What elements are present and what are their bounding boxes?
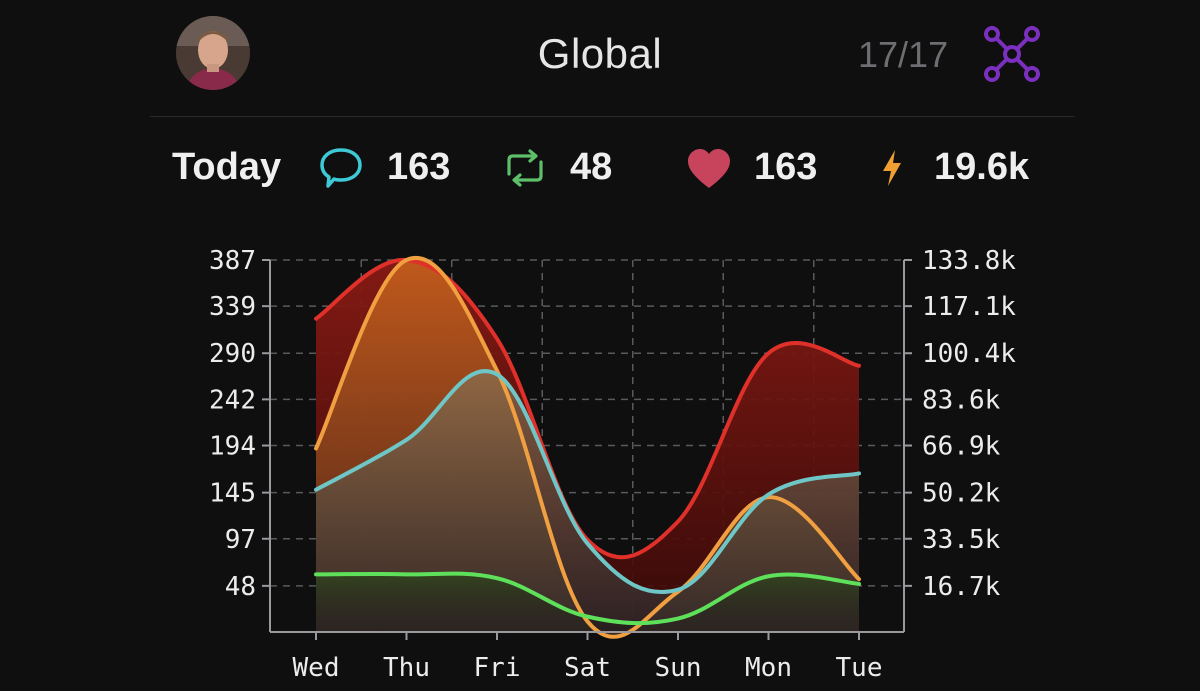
right-tick-label: 133.8k — [922, 246, 1016, 276]
header-divider — [150, 116, 1075, 117]
x-tick-label: Sun — [655, 653, 702, 683]
right-tick-label: 117.1k — [922, 292, 1016, 322]
right-tick-label: 50.2k — [922, 479, 1001, 509]
user-avatar[interactable] — [176, 16, 250, 90]
right-tick-label: 100.4k — [922, 339, 1016, 369]
zaps-amount: 19.6k — [934, 146, 1030, 188]
series-line-2 — [314, 369, 861, 595]
heart-icon — [688, 149, 730, 188]
speech-bubble-icon — [320, 148, 362, 188]
left-tick-label: 290 — [209, 339, 256, 369]
x-tick-label: Mon — [745, 653, 792, 683]
lightning-icon — [883, 150, 901, 186]
series-line-0 — [314, 257, 861, 560]
left-tick-label: 242 — [209, 385, 256, 415]
x-tick-label: Tue — [836, 653, 883, 683]
left-tick-label: 339 — [209, 292, 256, 322]
stats-row: Today 163 48 163 19.6k — [0, 140, 1200, 200]
right-tick-label: 16.7k — [922, 572, 1001, 602]
network-hub-icon[interactable] — [982, 24, 1042, 84]
page-title: Global — [537, 30, 663, 77]
right-tick-label: 66.9k — [922, 432, 1001, 462]
series-line-3 — [314, 571, 861, 626]
right-tick-label: 33.5k — [922, 525, 1001, 555]
activity-chart: 48 16.7k 97 33.5k 145 50.2k 194 66.9k 242 83.6k 29… — [0, 230, 1200, 686]
left-tick-label: 387 — [209, 246, 256, 276]
likes-count: 163 — [754, 146, 818, 188]
right-tick-label: 83.6k — [922, 385, 1001, 415]
series-area-2 — [316, 370, 859, 632]
header: Global 17/17 — [0, 0, 1200, 116]
page-counter: 17/17 — [858, 34, 949, 75]
x-tick-label: Fri — [474, 653, 521, 683]
x-tick-label: Wed — [293, 653, 340, 683]
reposts-count: 48 — [570, 146, 613, 188]
activity-chart-svg: 48 16.7k 97 33.5k 145 50.2k 194 66.9k 242 83.6k 29… — [209, 246, 1016, 683]
series-area-3 — [316, 573, 859, 632]
repost-icon — [507, 149, 543, 187]
left-tick-label: 97 — [225, 525, 256, 555]
left-tick-label: 48 — [225, 572, 256, 602]
x-tick-label: Thu — [383, 653, 430, 683]
replies-count: 163 — [387, 146, 451, 188]
stats-period-label: Today — [172, 146, 282, 188]
left-tick-label: 194 — [209, 432, 256, 462]
left-tick-label: 145 — [209, 479, 256, 509]
x-tick-label: Sat — [564, 653, 611, 683]
